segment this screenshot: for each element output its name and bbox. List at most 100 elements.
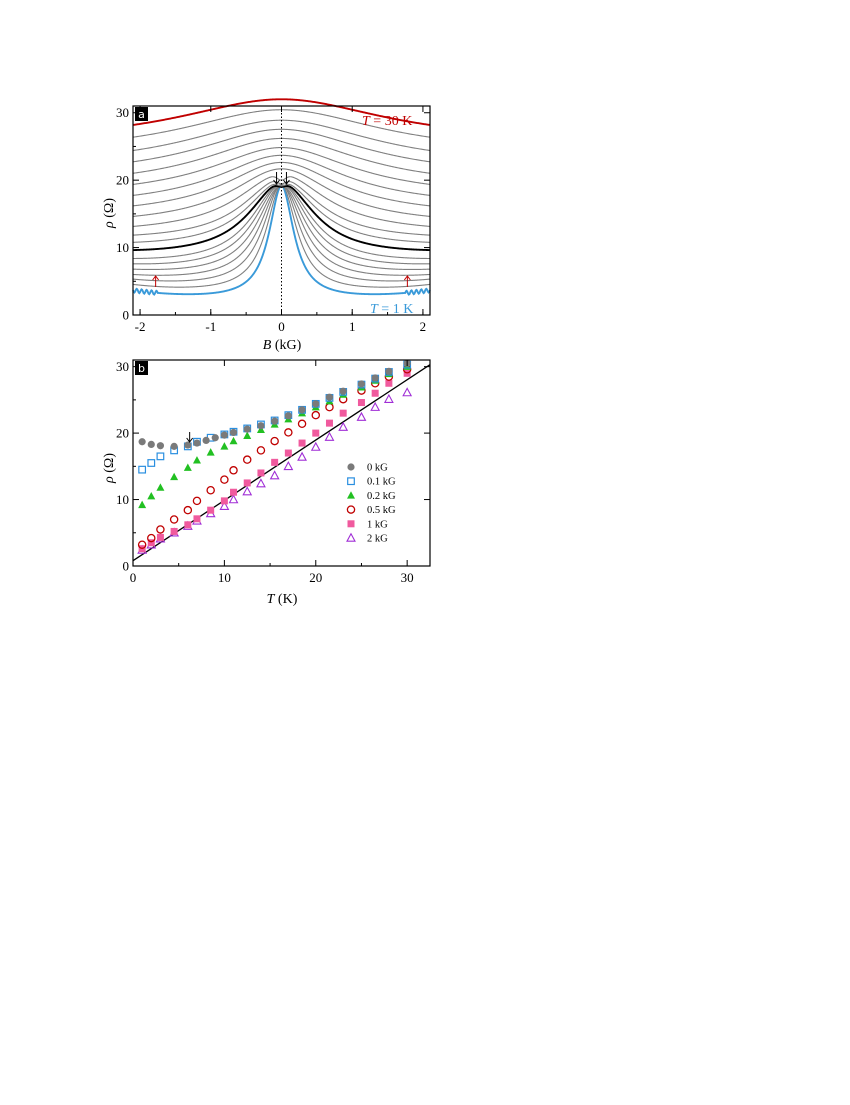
panel-a-xtick-label: 2 — [420, 319, 427, 334]
panel-a-xlabel-unit: (kG) — [271, 338, 301, 353]
series-0-kg — [138, 359, 411, 450]
data-point — [298, 406, 306, 414]
legend-entry: 2 kG — [346, 532, 388, 545]
panel-b-xtick-label: 0 — [130, 570, 137, 585]
data-point — [170, 442, 178, 450]
data-point — [220, 497, 228, 505]
legend-label: 1 kG — [367, 519, 388, 530]
data-point — [269, 470, 280, 480]
data-point — [206, 485, 215, 495]
panel-a-ylabel-unit: (Ω) — [102, 198, 117, 222]
data-point — [357, 380, 366, 388]
series-1-kg — [138, 369, 411, 553]
data-point — [147, 533, 156, 543]
annotation-1k-symbol: T — [370, 302, 379, 317]
panel-b: 0 10 20 30 0 10 20 30 0 kG 0.1 kG 0.2 kG 0.5 kG 1 k… — [102, 359, 431, 607]
legend-entry: 1 kG — [347, 519, 388, 530]
panel-b-xtick-label: 30 — [401, 570, 414, 585]
legend-label: 0.1 kG — [367, 477, 396, 488]
data-point — [339, 409, 347, 417]
curve-t-30k — [132, 98, 431, 126]
data-point — [243, 431, 252, 439]
data-point — [192, 456, 201, 464]
data-point — [402, 387, 413, 397]
data-point — [324, 431, 335, 441]
panel-a-frame — [132, 105, 431, 316]
data-point — [147, 492, 156, 500]
curve-t-14k — [132, 168, 431, 217]
data-point — [242, 455, 252, 464]
panel-b-arrow — [186, 432, 194, 443]
panel-b-xlabel-unit: (K) — [274, 592, 297, 607]
data-point — [156, 442, 165, 450]
data-point — [325, 419, 333, 427]
annotation-30k-rest: = 30 K — [370, 114, 413, 129]
linear-fit-line — [132, 364, 431, 562]
data-point — [371, 374, 379, 382]
curve-t-18k — [132, 154, 431, 196]
panel-b-ylabel: ρ (Ω) — [102, 453, 117, 484]
data-point — [211, 434, 219, 442]
data-point — [170, 527, 178, 535]
data-point — [339, 387, 347, 395]
data-point — [371, 389, 379, 397]
data-point — [220, 475, 229, 484]
data-point — [243, 425, 251, 433]
panel-a-xtick-label: 1 — [349, 319, 356, 334]
data-point — [183, 463, 192, 471]
panel-a-ytick-label: 0 — [123, 308, 130, 323]
panel-b-xtick-label: 20 — [309, 570, 322, 585]
panel-a-xtick-label: -1 — [205, 319, 216, 334]
panel-a-letter: a — [138, 108, 145, 121]
data-point — [220, 442, 229, 450]
panel-a-ytick-label: 20 — [116, 173, 129, 188]
data-point — [207, 506, 215, 514]
data-point — [310, 441, 321, 451]
panel-b-ylabel-symbol: ρ — [102, 476, 117, 484]
annotation-1k: T = 1 K — [370, 302, 413, 317]
data-point — [383, 393, 394, 403]
legend-marker — [347, 491, 355, 499]
data-point — [256, 446, 266, 455]
annotation-1k-rest: = 1 K — [378, 302, 414, 317]
data-point — [312, 429, 320, 437]
data-point — [257, 469, 265, 477]
data-point — [370, 401, 381, 411]
curve-t-9k — [132, 183, 431, 243]
data-point — [297, 419, 307, 429]
panel-a-ytick-label: 30 — [116, 105, 129, 120]
panel-a-ylabel-symbol: ρ — [102, 221, 117, 229]
legend-entry: 0 kG — [347, 463, 388, 474]
panel-a-xlabel: B (kG) — [263, 338, 302, 353]
data-point — [230, 488, 238, 496]
down-arrow-right — [283, 172, 290, 185]
legend-marker — [347, 477, 355, 486]
panel-b-letter: b — [138, 362, 145, 375]
data-point — [137, 540, 147, 549]
data-point — [256, 478, 266, 488]
data-point — [271, 458, 279, 466]
data-point — [138, 500, 147, 509]
data-point — [283, 460, 294, 471]
curve-t-20k — [132, 147, 431, 185]
panel-a-xtick-label: -2 — [135, 319, 146, 334]
data-point — [202, 436, 210, 445]
panel-a-ytick-label: 10 — [116, 240, 129, 255]
data-point — [242, 486, 253, 496]
legend-marker — [347, 520, 355, 528]
data-point — [156, 533, 164, 541]
data-point — [219, 500, 230, 510]
data-point — [385, 367, 393, 375]
panel-b-ytick-label: 0 — [123, 559, 130, 574]
panel-a-xlabel-symbol: B — [263, 338, 272, 353]
legend-entry: 0.1 kG — [347, 477, 396, 488]
data-point — [298, 439, 306, 447]
data-point — [184, 441, 192, 449]
data-point — [138, 438, 146, 446]
series-0-1-kg — [138, 360, 412, 474]
data-point — [312, 400, 320, 408]
panel-b-legend: 0 kG 0.1 kG 0.2 kG 0.5 kG 1 kG 2 kG — [346, 463, 396, 545]
minimum-arrow-head — [186, 437, 194, 443]
data-point — [385, 379, 393, 387]
panel-a-label: a — [135, 107, 148, 121]
